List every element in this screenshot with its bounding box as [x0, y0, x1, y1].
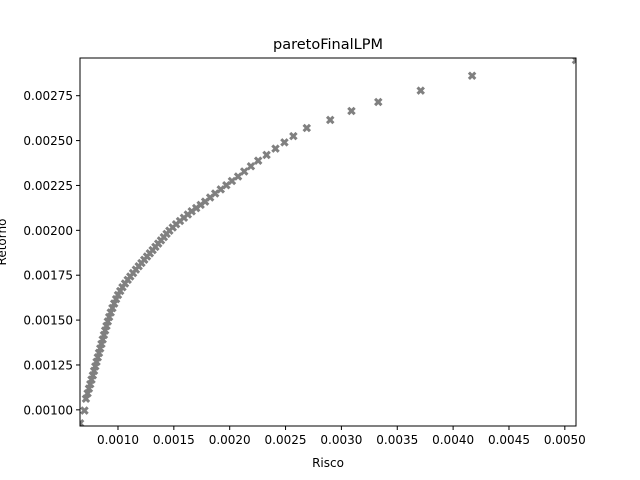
y-tick-label: 0.00100 — [23, 403, 73, 417]
x-tick-label: 0.0020 — [209, 433, 251, 447]
x-axis-ticks: 0.0010 0.0015 0.0020 0.0025 0.0030 0.0035 0.00… — [97, 426, 586, 447]
data-point — [262, 150, 271, 160]
x-tick-label: 0.0010 — [97, 433, 139, 447]
data-point — [302, 123, 312, 133]
y-tick-label: 0.00225 — [23, 179, 73, 193]
y-tick-label: 0.00125 — [23, 358, 73, 372]
y-axis-label: Retorno — [0, 219, 9, 266]
y-tick-label: 0.00275 — [23, 89, 73, 103]
data-point — [271, 144, 280, 153]
data-point — [374, 97, 383, 107]
y-tick-label: 0.00250 — [23, 134, 73, 148]
data-point — [253, 156, 263, 165]
x-tick-label: 0.0015 — [153, 433, 195, 447]
data-point — [233, 172, 243, 181]
data-point — [239, 167, 249, 176]
data-point — [467, 71, 477, 81]
x-tick-label: 0.0045 — [488, 433, 530, 447]
data-point — [280, 138, 289, 147]
data-point — [81, 394, 91, 403]
y-tick-label: 0.00175 — [23, 269, 73, 283]
y-axis-ticks: 0.00100 0.00125 0.00150 0.00175 0.00200 0.002… — [23, 89, 80, 417]
x-tick-label: 0.0040 — [432, 433, 474, 447]
x-tick-label: 0.0025 — [265, 433, 307, 447]
y-tick-label: 0.00150 — [23, 314, 73, 328]
data-point — [246, 161, 256, 171]
chart-title: paretoFinalLPM — [273, 37, 383, 53]
data-point — [347, 106, 356, 116]
data-point — [80, 406, 89, 415]
data-points — [80, 58, 576, 426]
plot-frame — [79, 57, 577, 427]
data-point — [416, 86, 425, 95]
data-point — [289, 131, 298, 141]
x-axis-label: Risco — [312, 456, 344, 470]
x-tick-label: 0.0035 — [376, 433, 418, 447]
x-tick-label: 0.0030 — [320, 433, 362, 447]
data-point — [325, 115, 335, 125]
x-tick-label: 0.0050 — [544, 433, 586, 447]
y-tick-label: 0.00200 — [23, 224, 73, 238]
